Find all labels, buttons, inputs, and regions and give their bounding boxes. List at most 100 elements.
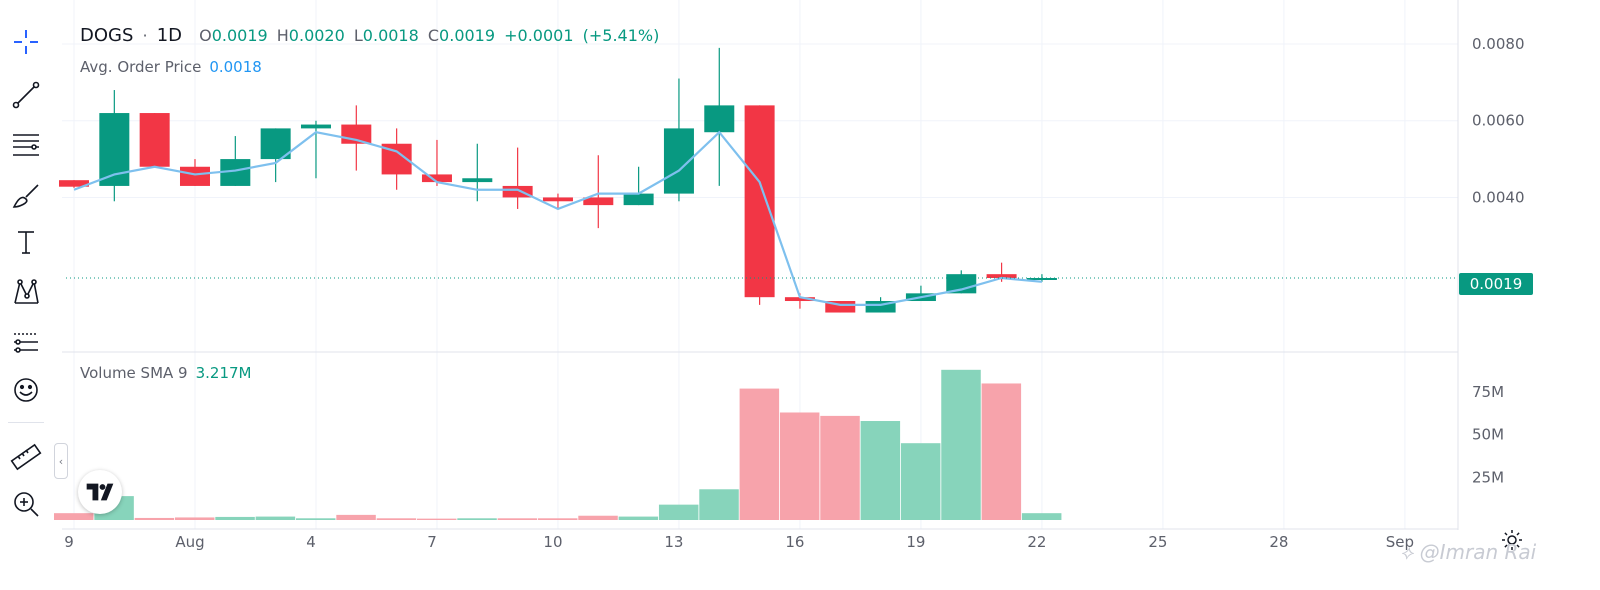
candle-body	[1026, 278, 1057, 280]
forecast-icon[interactable]	[6, 322, 46, 362]
low-value: 0.0018	[362, 26, 419, 45]
candle-body	[542, 197, 573, 202]
time-tick-label: 9	[64, 533, 74, 551]
volume-bar	[416, 518, 457, 520]
symbol-name[interactable]: DOGS	[80, 25, 134, 46]
candle	[421, 139, 452, 186]
volume-bar	[900, 443, 941, 520]
volume-bar	[860, 421, 901, 520]
volume-sma-value: 3.217M	[195, 364, 252, 382]
price-tick-label: 0.0080	[1472, 35, 1525, 53]
volume-bar	[295, 518, 336, 520]
volume-bar	[699, 489, 739, 520]
candle-body	[421, 174, 452, 183]
tv-logo-icon	[86, 483, 114, 501]
open-label: O	[199, 26, 212, 45]
volume-tick-label: 75M	[1472, 383, 1504, 401]
volume-bar	[134, 517, 175, 520]
volume-bar	[739, 388, 780, 520]
trend-line-icon[interactable]	[6, 75, 46, 115]
candle	[462, 143, 493, 202]
candle-body	[462, 178, 493, 183]
watermark-text: @Imran Rai	[1419, 540, 1537, 564]
volume-bar	[174, 517, 215, 520]
volume-bar	[941, 369, 981, 520]
watermark-logo-icon: ⟡	[1400, 540, 1414, 564]
close-value: 0.0019	[439, 26, 496, 45]
fib-lines-icon[interactable]	[6, 125, 46, 165]
candle	[139, 113, 170, 167]
volume-bar	[618, 516, 659, 520]
avg-order-price-legend[interactable]: Avg. Order Price 0.0018	[80, 58, 266, 76]
settings-gear-icon[interactable]	[1500, 528, 1524, 552]
candle	[663, 78, 694, 202]
zoom-in-icon[interactable]	[6, 484, 46, 524]
candle	[179, 159, 210, 186]
time-tick-label: Aug	[175, 533, 204, 551]
candle-body	[623, 193, 654, 206]
candle-body	[300, 124, 331, 129]
change-value: +0.0001	[504, 26, 574, 45]
volume-axis-ticks: 75M 50M 25M	[1472, 383, 1504, 486]
interval-label[interactable]: 1D	[156, 25, 182, 46]
volume-bar	[537, 518, 578, 520]
low-label: L	[353, 26, 363, 45]
candle	[583, 155, 614, 229]
pattern-icon[interactable]	[6, 272, 46, 312]
candle	[300, 120, 331, 179]
candle	[502, 147, 533, 209]
emoji-icon[interactable]	[6, 370, 46, 410]
volume-bar	[215, 516, 255, 520]
price-axis-ticks: 0.0080 0.0060 0.0040	[1472, 35, 1525, 206]
symbol-legend: DOGS · 1D O0.0019 H0.0020 L0.0018 C0.001…	[80, 25, 663, 46]
time-tick-label: 28	[1269, 533, 1288, 551]
candle-body	[865, 301, 896, 313]
collapse-toolbar-button[interactable]: ‹	[54, 443, 68, 479]
volume-sma-label: Volume SMA 9	[80, 364, 188, 382]
candle	[623, 166, 654, 206]
volume-bar	[54, 513, 94, 520]
volume-legend[interactable]: Volume SMA 9 3.217M	[80, 364, 255, 382]
candle-body	[59, 180, 89, 187]
candle-body	[502, 185, 533, 198]
candle	[1026, 274, 1057, 282]
candle-body	[986, 274, 1017, 278]
ruler-icon[interactable]	[6, 437, 46, 477]
high-label: H	[276, 26, 289, 45]
candle-body	[704, 105, 735, 133]
volume-bar	[336, 514, 376, 520]
candle	[59, 180, 89, 188]
time-tick-label: 25	[1148, 533, 1167, 551]
close-label: C	[427, 26, 440, 45]
volume-bar	[1021, 513, 1062, 520]
volume-bar	[779, 412, 820, 520]
volume-bar	[981, 383, 1022, 520]
time-tick-label: Sep	[1386, 533, 1414, 551]
volume-bar	[820, 415, 860, 520]
brush-icon[interactable]	[6, 175, 46, 215]
last-price-badge: 0.0019	[1459, 273, 1533, 295]
candle	[825, 301, 856, 313]
candles	[59, 47, 1057, 313]
time-axis-ticks: 9 Aug 4 7 10 13 16 19 22 25 28 Sep	[64, 533, 1414, 551]
avg-order-price-value: 0.0018	[209, 58, 262, 76]
time-tick-label: 7	[427, 533, 437, 551]
time-tick-label: 10	[543, 533, 562, 551]
candle	[704, 47, 735, 186]
change-percent: (+5.41%)	[582, 26, 660, 45]
crosshair-icon[interactable]	[6, 22, 46, 62]
watermark: ⟡ @Imran Rai	[1400, 540, 1536, 564]
time-tick-label: 4	[306, 533, 316, 551]
volume-bar	[658, 504, 699, 520]
candle-body	[946, 274, 977, 294]
candle-body	[179, 166, 210, 186]
candle-body	[825, 301, 856, 313]
candle-body	[744, 105, 775, 298]
tradingview-logo[interactable]	[78, 470, 122, 514]
candle-body	[583, 197, 614, 206]
text-icon[interactable]	[6, 222, 46, 262]
toolbar-divider	[8, 422, 44, 423]
volume-bar	[255, 516, 296, 520]
candle	[542, 193, 573, 209]
